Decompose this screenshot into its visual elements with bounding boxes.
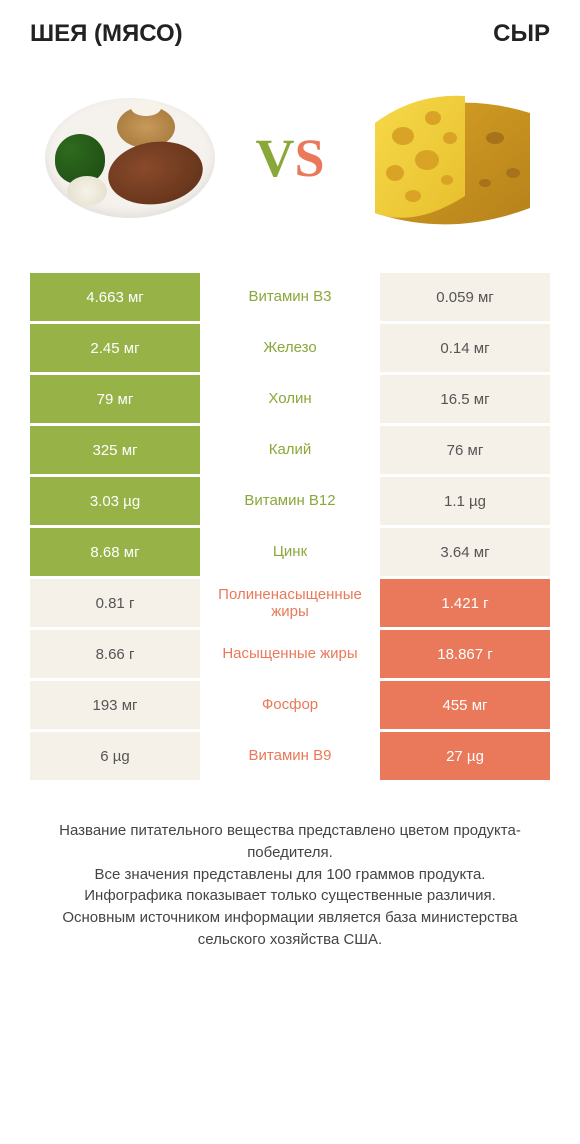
cell-label: Витамин B12 xyxy=(203,477,377,525)
table-row: 6 µgВитамин B927 µg xyxy=(30,732,550,780)
footer-line: Основным источником информации является … xyxy=(62,909,517,948)
cell-right: 27 µg xyxy=(380,732,550,780)
cell-right: 455 мг xyxy=(380,681,550,729)
cell-right: 3.64 мг xyxy=(380,528,550,576)
cell-right: 0.14 мг xyxy=(380,324,550,372)
vs-v: V xyxy=(255,128,294,188)
footer-line: Все значения представлены для 100 граммо… xyxy=(95,866,486,883)
cell-right: 1.1 µg xyxy=(380,477,550,525)
title-row: ШЕЯ (МЯСО) СЫР xyxy=(30,20,550,48)
title-left: ШЕЯ (МЯСО) xyxy=(30,20,183,48)
table-row: 0.81 гПолиненасыщенные жиры1.421 г xyxy=(30,579,550,627)
comparison-table: 4.663 мгВитамин B30.059 мг2.45 мгЖелезо0… xyxy=(30,273,550,780)
cell-label: Полиненасыщенные жиры xyxy=(203,579,377,627)
cheese-image xyxy=(350,78,550,238)
cell-label: Витамин B9 xyxy=(203,732,377,780)
table-row: 8.66 гНасыщенные жиры18.867 г xyxy=(30,630,550,678)
cell-left: 8.66 г xyxy=(30,630,200,678)
meat-image xyxy=(30,78,230,238)
cell-left: 8.68 мг xyxy=(30,528,200,576)
cell-left: 193 мг xyxy=(30,681,200,729)
footer-text: Название питательного вещества представл… xyxy=(30,820,550,951)
vs-s: S xyxy=(294,128,324,188)
footer-line: Название питательного вещества представл… xyxy=(59,822,521,861)
table-row: 79 мгХолин16.5 мг xyxy=(30,375,550,423)
footer-line: Инфографика показывает только существенн… xyxy=(84,887,496,904)
cell-label: Железо xyxy=(203,324,377,372)
images-row: VS xyxy=(30,73,550,243)
vs-label: VS xyxy=(255,127,324,189)
cell-right: 18.867 г xyxy=(380,630,550,678)
cell-right: 0.059 мг xyxy=(380,273,550,321)
cell-label: Калий xyxy=(203,426,377,474)
table-row: 4.663 мгВитамин B30.059 мг xyxy=(30,273,550,321)
cell-label: Фосфор xyxy=(203,681,377,729)
cell-label: Холин xyxy=(203,375,377,423)
table-row: 325 мгКалий76 мг xyxy=(30,426,550,474)
cell-left: 3.03 µg xyxy=(30,477,200,525)
cell-right: 1.421 г xyxy=(380,579,550,627)
title-right: СЫР xyxy=(493,20,550,48)
cell-left: 2.45 мг xyxy=(30,324,200,372)
cell-left: 0.81 г xyxy=(30,579,200,627)
cell-left: 79 мг xyxy=(30,375,200,423)
table-row: 2.45 мгЖелезо0.14 мг xyxy=(30,324,550,372)
cell-right: 16.5 мг xyxy=(380,375,550,423)
cell-left: 6 µg xyxy=(30,732,200,780)
table-row: 193 мгФосфор455 мг xyxy=(30,681,550,729)
table-row: 8.68 мгЦинк3.64 мг xyxy=(30,528,550,576)
cell-label: Насыщенные жиры xyxy=(203,630,377,678)
cell-right: 76 мг xyxy=(380,426,550,474)
cell-label: Витамин B3 xyxy=(203,273,377,321)
cell-left: 325 мг xyxy=(30,426,200,474)
cell-label: Цинк xyxy=(203,528,377,576)
table-row: 3.03 µgВитамин B121.1 µg xyxy=(30,477,550,525)
cell-left: 4.663 мг xyxy=(30,273,200,321)
